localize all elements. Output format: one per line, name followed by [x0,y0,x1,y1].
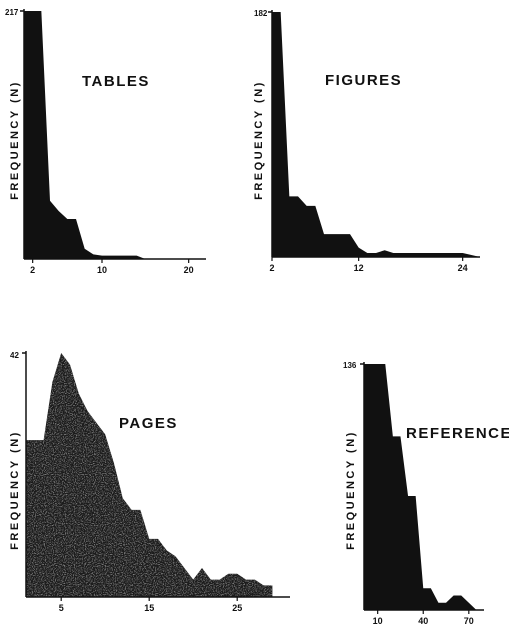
references-title: REFERENCES [406,425,509,442]
references-area [364,364,477,610]
chart-tables: TABLES FREQUENCY (N) 217 2 10 20 [5,8,206,275]
pages-x-tick-label: 5 [59,603,64,613]
tables-x-tick-label: 20 [184,265,194,275]
figures-title: FIGURES [325,72,402,89]
references-x-ticks: 10 40 70 [373,610,474,625]
figures-y-axis-label: FREQUENCY (N) [253,80,265,200]
tables-area [24,11,206,259]
tables-x-ticks: 2 10 20 [30,259,194,275]
chart-figures: FIGURES FREQUENCY (N) 182 2 12 24 [253,9,480,273]
figures-y-max-label: 182 [254,9,268,18]
pages-x-ticks: 5 15 25 [59,597,242,613]
pages-x-tick-label: 25 [232,603,242,613]
references-x-tick-label: 70 [464,616,474,625]
chart-pages: PAGES FREQUENCY (N) 42 5 15 25 [9,351,290,613]
figures-x-tick-label: 24 [458,263,468,273]
pages-y-axis-label: FREQUENCY (N) [9,430,21,550]
references-y-max-label: 136 [343,361,357,370]
figures-x-ticks: 2 12 24 [269,257,468,273]
tables-x-tick-label: 2 [30,265,35,275]
references-y-axis-label: FREQUENCY (N) [345,430,357,550]
references-x-tick-label: 10 [373,616,383,625]
figures-area [272,12,480,257]
tables-x-tick-label: 10 [97,265,107,275]
pages-area [26,353,273,597]
figures-x-tick-label: 12 [354,263,364,273]
references-x-tick-label: 40 [418,616,428,625]
tables-y-axis-label: FREQUENCY (N) [9,80,21,200]
chart-references: REFERENCES FREQUENCY (N) 136 10 40 70 [343,361,509,625]
pages-y-max-label: 42 [10,351,19,360]
pages-x-tick-label: 15 [144,603,154,613]
tables-title: TABLES [82,73,150,90]
figures-x-tick-label: 2 [269,263,274,273]
tables-y-max-label: 217 [5,8,19,17]
pages-title: PAGES [119,415,178,432]
